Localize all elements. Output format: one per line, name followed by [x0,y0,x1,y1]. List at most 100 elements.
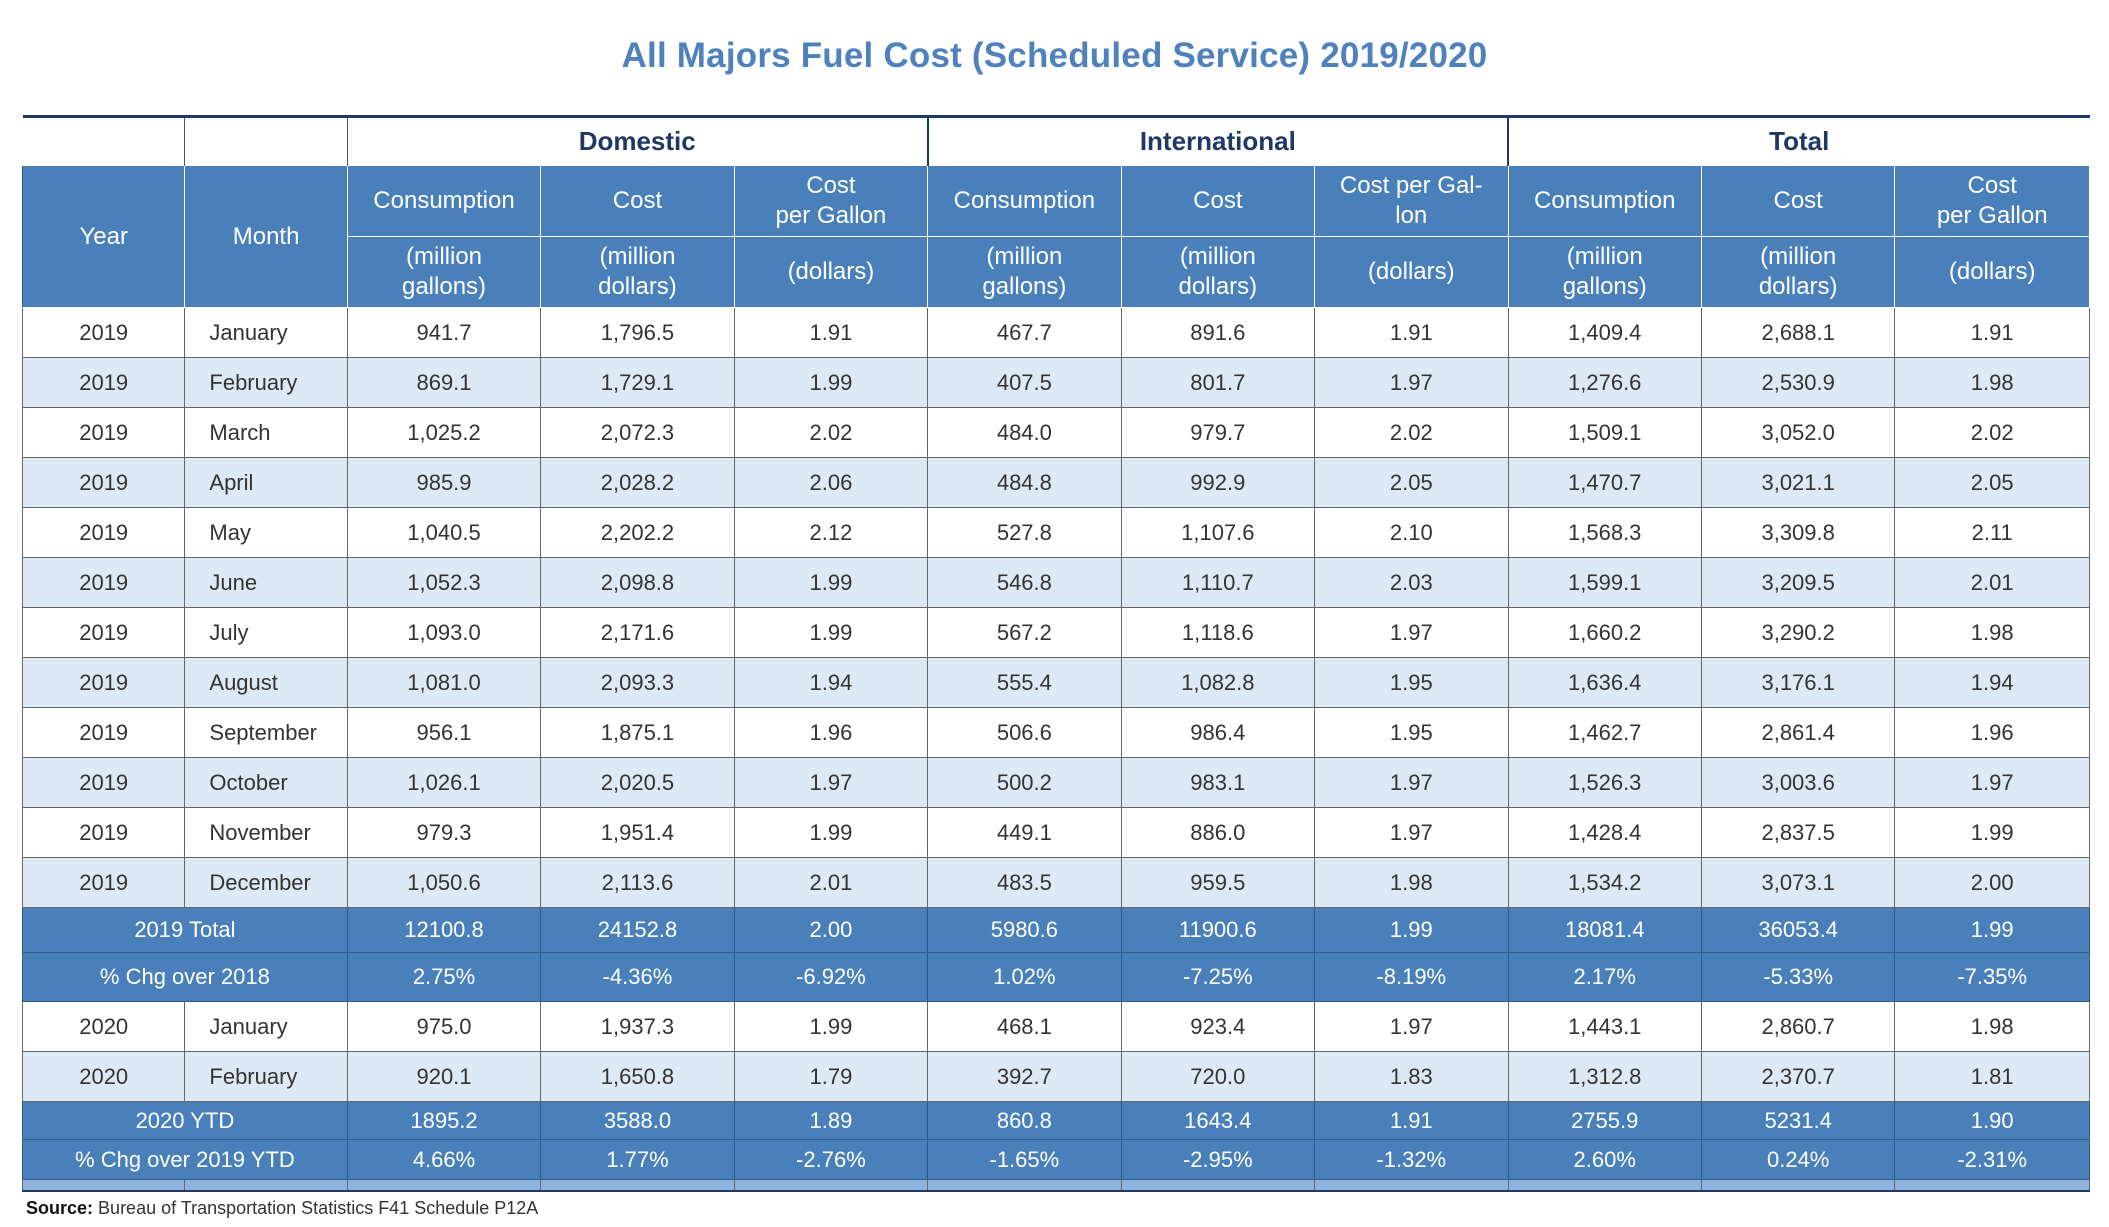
pct-change-2018-row-label: % Chg over 2018 [22,952,348,1002]
domestic-cost-cell: 1,951.4 [540,807,735,858]
year-cell: 2019 [21,657,186,708]
domestic-cost-cell: 1,650.8 [540,1051,735,1102]
total-consumption-cell: 1,568.3 [1507,507,1702,558]
domestic-cpg-cell: 1.99 [733,1001,929,1052]
total-cost-cell: 3,003.6 [1700,757,1896,808]
footer-strip-cell [1700,1179,1896,1192]
intl-cpg-cell: 1.97 [1314,807,1509,858]
intl-cpg-cell: 1.91 [1314,307,1509,358]
domestic-cost-cell: 2,171.6 [540,607,735,658]
month-cell: February [184,1051,348,1102]
intl-cpg-cell: 1.97 [1314,357,1509,408]
unit-domestic-cost: (million dollars) [540,236,735,308]
total-cost-cell: 3,209.5 [1700,557,1896,608]
ytd-2020-row: 2020 YTD 1895.2 3588.0 1.89 860.8 1643.4 1.91 2… [22,1101,2090,1140]
source-note: Source: Bureau of Transportation Statist… [26,1198,538,1219]
pct-change-2019-ytd-row-value: 1.77% [540,1139,735,1180]
intl-cost-cell: 986.4 [1120,707,1316,758]
intl-cpg-cell: 2.03 [1314,557,1509,608]
total-cost-cell: 3,021.1 [1700,457,1896,508]
total-cpg-cell: 2.01 [1894,557,2090,608]
domestic-consumption-cell: 975.0 [346,1001,542,1052]
domestic-cpg-cell: 1.99 [733,357,929,408]
unit-header-row: (million gallons) (million dollars) (dolla… [23,236,2090,308]
month-cell: May [184,507,348,558]
unit-total-cost: (million dollars) [1700,236,1896,308]
pct-change-2019-ytd-row-value: -1.32% [1314,1139,1509,1180]
month-cell: October [184,757,348,808]
table-row: 2019 August 1,081.0 2,093.3 1.94 555.4 1,082.8… [21,657,2090,708]
column-header-row: Year Month Consumption Cost Cost per Gall… [21,165,2090,308]
total-cost-cell: 2,837.5 [1700,807,1896,858]
footer-strip-cell [733,1179,929,1192]
ytd-2020-row-value: 1.90 [1894,1101,2090,1140]
domestic-consumption-cell: 956.1 [346,707,542,758]
ytd-2020-row-value: 1643.4 [1120,1101,1316,1140]
intl-consumption-cell: 483.5 [927,857,1122,908]
header-total-cost-per-gallon: Cost per Gallon [1894,165,2090,237]
intl-cpg-cell: 1.97 [1314,607,1509,658]
domestic-cpg-cell: 2.06 [733,457,929,508]
group-domestic: Domestic [346,115,928,166]
domestic-cost-cell: 2,028.2 [540,457,735,508]
header-domestic-consumption: Consumption [346,165,542,237]
total-cost-cell: 2,860.7 [1700,1001,1896,1052]
month-cell: December [184,857,348,908]
intl-consumption-cell: 506.6 [927,707,1122,758]
domestic-consumption-cell: 869.1 [346,357,542,408]
domestic-consumption-cell: 979.3 [346,807,542,858]
table-row: 2019 June 1,052.3 2,098.8 1.99 546.8 1,110.7 2.… [21,557,2090,608]
intl-consumption-cell: 567.2 [927,607,1122,658]
domestic-cpg-cell: 2.02 [733,407,929,458]
domestic-cpg-cell: 1.99 [733,607,929,658]
year-cell: 2019 [21,457,186,508]
ytd-2020-row-value: 1.89 [733,1101,929,1140]
total-cpg-cell: 1.81 [1894,1051,2090,1102]
table-row: 2019 November 979.3 1,951.4 1.99 449.1 886.0 1.… [21,807,2090,858]
total-cost-cell: 2,861.4 [1700,707,1896,758]
pct-change-2018-row-value: -7.25% [1120,952,1316,1002]
pct-change-2019-ytd-row-value: -2.31% [1894,1139,2090,1180]
group-total: Total [1507,115,2090,166]
total-cpg-cell: 1.91 [1894,307,2090,358]
intl-cost-cell: 891.6 [1120,307,1316,358]
domestic-consumption-cell: 1,026.1 [346,757,542,808]
pct-change-2018-row-value: 2.17% [1507,952,1702,1002]
total-cpg-cell: 1.96 [1894,707,2090,758]
header-intl-consumption: Consumption [927,165,1122,237]
total-consumption-cell: 1,599.1 [1507,557,1702,608]
intl-cost-cell: 1,082.8 [1120,657,1316,708]
footer-strip-cell [184,1179,348,1192]
pct-change-2018-row-value: -5.33% [1700,952,1896,1002]
intl-cost-cell: 983.1 [1120,757,1316,808]
intl-cpg-cell: 1.98 [1314,857,1509,908]
footer-strip-cell [1120,1179,1316,1192]
domestic-consumption-cell: 1,093.0 [346,607,542,658]
total-cpg-cell: 2.11 [1894,507,2090,558]
ytd-2020-row-value: 860.8 [927,1101,1122,1140]
table-footer-strip [21,1179,2090,1192]
intl-consumption-cell: 468.1 [927,1001,1122,1052]
year-cell: 2019 [21,707,186,758]
ytd-2020-row-value: 5231.4 [1700,1101,1896,1140]
pct-change-2018-row-value: -4.36% [540,952,735,1002]
footer-strip-cell [346,1179,542,1192]
total-2019-row-value: 1.99 [1314,907,1509,953]
total-2019-row-value: 24152.8 [540,907,735,953]
total-consumption-cell: 1,660.2 [1507,607,1702,658]
header-total-consumption: Consumption [1507,165,1702,237]
footer-strip-cell [1314,1179,1509,1192]
intl-consumption-cell: 484.8 [927,457,1122,508]
table-row: 2019 March 1,025.2 2,072.3 2.02 484.0 979.7 2.0… [21,407,2090,458]
intl-cost-cell: 979.7 [1120,407,1316,458]
domestic-consumption-cell: 1,081.0 [346,657,542,708]
intl-cpg-cell: 1.97 [1314,757,1509,808]
intl-cpg-cell: 1.95 [1314,657,1509,708]
total-consumption-cell: 1,462.7 [1507,707,1702,758]
total-cpg-cell: 1.98 [1894,357,2090,408]
domestic-cpg-cell: 2.12 [733,507,929,558]
pct-change-2018-row-value: -8.19% [1314,952,1509,1002]
unit-intl-cost: (million dollars) [1120,236,1316,308]
month-cell: March [184,407,348,458]
pct-change-2019-ytd-row-value: -2.95% [1120,1139,1316,1180]
